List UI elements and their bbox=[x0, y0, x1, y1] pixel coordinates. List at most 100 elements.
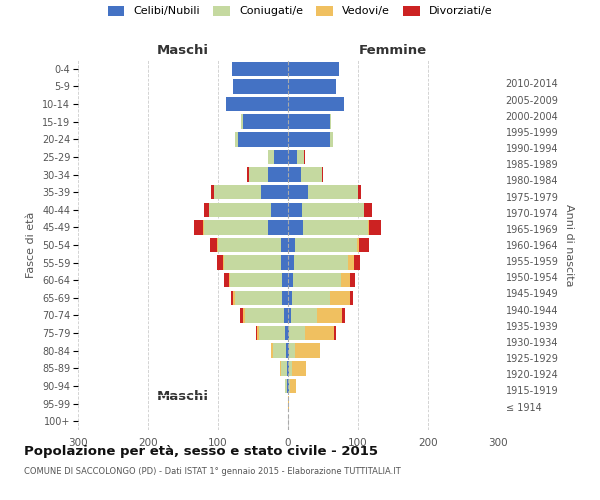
Bar bbox=[249, 168, 288, 181]
Bar bbox=[218, 238, 288, 252]
Bar bbox=[288, 290, 353, 305]
Bar bbox=[281, 256, 288, 270]
Bar bbox=[214, 185, 288, 200]
Bar bbox=[281, 238, 288, 252]
Bar bbox=[288, 326, 334, 340]
Bar bbox=[288, 114, 331, 129]
Bar bbox=[288, 114, 331, 129]
Text: Popolazione per età, sesso e stato civile - 2015: Popolazione per età, sesso e stato civil… bbox=[24, 445, 378, 458]
Bar bbox=[288, 308, 317, 322]
Bar bbox=[286, 344, 288, 358]
Bar bbox=[226, 97, 288, 112]
Bar bbox=[287, 361, 288, 376]
Bar bbox=[268, 168, 288, 181]
Bar bbox=[288, 62, 339, 76]
Bar bbox=[288, 273, 341, 287]
Bar bbox=[288, 97, 344, 112]
Bar bbox=[288, 97, 344, 112]
Bar bbox=[288, 308, 342, 322]
Bar bbox=[230, 273, 288, 287]
Bar bbox=[271, 202, 288, 217]
Bar bbox=[240, 308, 288, 322]
Bar bbox=[238, 132, 288, 146]
Y-axis label: Fasce di età: Fasce di età bbox=[26, 212, 37, 278]
Bar bbox=[288, 290, 292, 305]
Bar bbox=[288, 378, 290, 393]
Bar bbox=[288, 114, 331, 129]
Bar bbox=[232, 62, 288, 76]
Bar bbox=[233, 79, 288, 94]
Bar bbox=[226, 97, 288, 112]
Bar bbox=[271, 344, 288, 358]
Bar bbox=[288, 256, 354, 270]
Text: Maschi: Maschi bbox=[157, 44, 209, 58]
Bar bbox=[209, 202, 288, 217]
Bar bbox=[271, 344, 288, 358]
Bar bbox=[242, 114, 288, 129]
Bar bbox=[288, 185, 308, 200]
Bar bbox=[283, 273, 288, 287]
Bar bbox=[288, 256, 293, 270]
Bar bbox=[288, 150, 305, 164]
Bar bbox=[288, 114, 330, 129]
Bar bbox=[288, 344, 289, 358]
Bar bbox=[288, 256, 348, 270]
Bar bbox=[288, 62, 339, 76]
Bar bbox=[256, 326, 288, 340]
Text: Maschi: Maschi bbox=[157, 390, 209, 404]
Bar bbox=[288, 361, 289, 376]
Bar bbox=[288, 150, 297, 164]
Bar bbox=[235, 132, 288, 146]
Bar bbox=[288, 97, 344, 112]
Bar bbox=[274, 150, 288, 164]
Bar bbox=[288, 344, 295, 358]
Bar bbox=[288, 185, 358, 200]
Bar bbox=[288, 273, 293, 287]
Bar bbox=[268, 150, 288, 164]
Bar bbox=[274, 344, 288, 358]
Bar bbox=[283, 290, 288, 305]
Bar bbox=[280, 361, 288, 376]
Bar bbox=[284, 378, 288, 393]
Bar bbox=[288, 168, 301, 181]
Bar bbox=[217, 238, 288, 252]
Bar bbox=[288, 132, 333, 146]
Bar bbox=[288, 361, 305, 376]
Bar bbox=[288, 132, 333, 146]
Bar bbox=[241, 114, 288, 129]
Bar bbox=[288, 202, 372, 217]
Bar bbox=[288, 238, 356, 252]
Bar bbox=[288, 273, 355, 287]
Bar bbox=[288, 79, 335, 94]
Bar bbox=[268, 150, 288, 164]
Bar bbox=[288, 378, 289, 393]
Bar bbox=[288, 238, 369, 252]
Bar bbox=[245, 308, 288, 322]
Bar bbox=[288, 326, 305, 340]
Bar bbox=[288, 62, 339, 76]
Bar bbox=[209, 238, 288, 252]
Bar bbox=[226, 97, 288, 112]
Bar bbox=[288, 202, 364, 217]
Bar bbox=[288, 308, 291, 322]
Text: COMUNE DI SACCOLONGO (PD) - Dati ISTAT 1° gennaio 2015 - Elaborazione TUTTITALIA: COMUNE DI SACCOLONGO (PD) - Dati ISTAT 1… bbox=[24, 468, 401, 476]
Bar bbox=[288, 396, 289, 411]
Bar bbox=[288, 168, 322, 181]
Bar bbox=[288, 273, 350, 287]
Bar bbox=[226, 97, 288, 112]
Bar bbox=[288, 238, 295, 252]
Bar bbox=[288, 202, 364, 217]
Bar bbox=[284, 378, 288, 393]
Bar bbox=[268, 220, 288, 234]
Bar bbox=[233, 79, 288, 94]
Bar bbox=[288, 202, 302, 217]
Bar bbox=[259, 326, 288, 340]
Bar bbox=[203, 220, 288, 234]
Bar bbox=[288, 150, 304, 164]
Bar bbox=[288, 220, 304, 234]
Bar bbox=[288, 79, 335, 94]
Bar bbox=[280, 361, 288, 376]
Y-axis label: Anni di nascita: Anni di nascita bbox=[564, 204, 574, 286]
Bar bbox=[224, 273, 288, 287]
Bar bbox=[249, 168, 288, 181]
